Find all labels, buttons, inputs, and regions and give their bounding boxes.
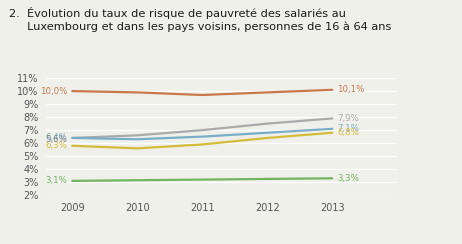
Text: 6,4%: 6,4% <box>45 133 67 142</box>
Text: 2.  Évolution du taux de risque de pauvreté des salariés au
     Luxembourg et d: 2. Évolution du taux de risque de pauvre… <box>9 7 392 31</box>
Text: 3,1%: 3,1% <box>45 176 67 185</box>
Text: 3,3%: 3,3% <box>338 174 359 183</box>
Text: 5,6%: 5,6% <box>45 135 67 144</box>
Text: 7,1%: 7,1% <box>338 124 359 133</box>
Text: 10,1%: 10,1% <box>338 85 365 94</box>
Text: 10,0%: 10,0% <box>40 87 67 96</box>
Text: 6,3%: 6,3% <box>45 141 67 150</box>
Text: 7,9%: 7,9% <box>338 114 359 123</box>
Text: 6,8%: 6,8% <box>338 128 359 137</box>
